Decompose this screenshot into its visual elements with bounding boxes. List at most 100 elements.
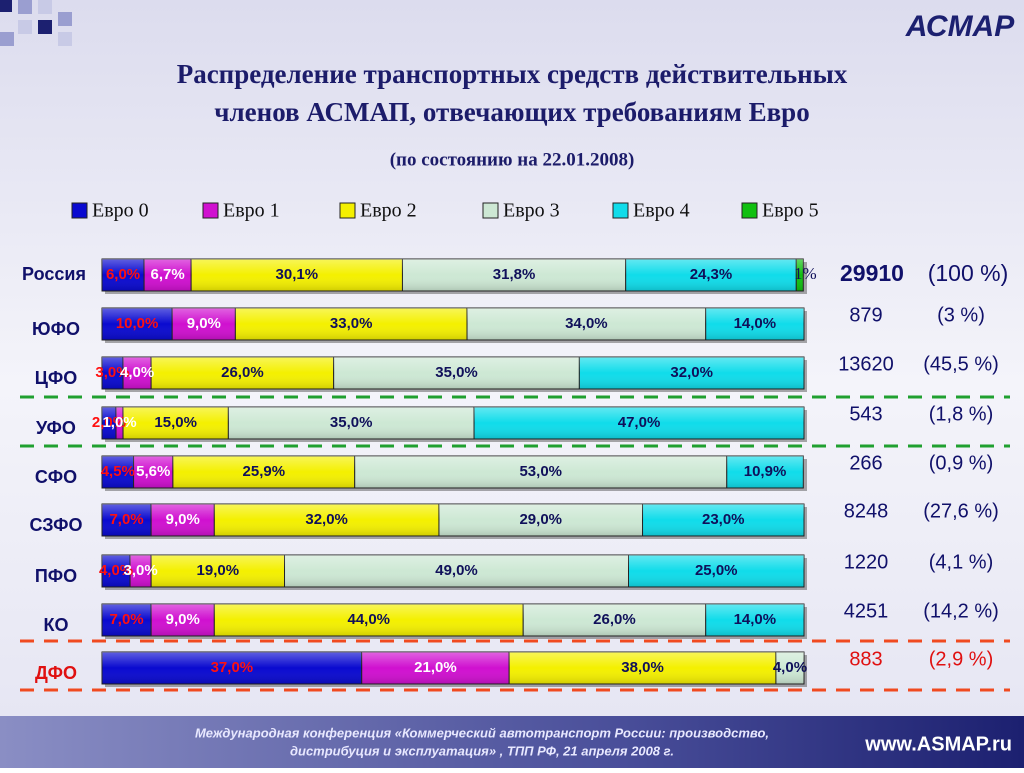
total-share: (100 %) [928,260,1009,286]
data-label: 3,0% [95,364,129,381]
data-label: 6,0% [106,266,140,283]
bar-shine [523,604,706,636]
data-label: 33,0% [330,315,373,332]
data-label: 1,0% [102,414,136,431]
bar-shine [354,456,727,488]
data-label: 23,0% [702,511,745,528]
data-label: 5,6% [136,463,170,480]
bar-shine [474,407,804,439]
total-value: 266 [849,452,882,474]
total-value: 29910 [840,260,904,286]
total-value: 883 [849,648,882,670]
data-label: 38,0% [621,659,664,676]
bar-shine [130,555,152,587]
data-label: 37,0% [211,659,254,676]
legend-swatch [612,202,629,219]
data-label: 4,5% [101,463,135,480]
category-label: КО [44,615,69,635]
bar-shine [102,407,117,439]
total-share: (14,2 %) [923,600,999,622]
dashed-lines [20,395,1010,692]
bar-shine [214,504,439,536]
data-label: 49,0% [435,562,478,579]
data-label: 7,0% [109,511,143,528]
category-label: СФО [35,467,77,487]
legend-swatch [741,202,758,219]
legend-label: Евро 5 [762,200,819,222]
bar-shine [726,456,804,488]
bar-shine [642,504,804,536]
data-label: 24,3% [690,266,733,283]
bar-shine [705,308,804,340]
bar-shine [402,259,626,291]
total-value: 8248 [844,500,889,522]
data-label: 19,0% [197,562,240,579]
bar-shine [438,504,643,536]
legend-swatch [202,202,219,219]
total-share: (2,9 %) [929,648,993,670]
bar-shine [509,652,776,684]
category-label: ЮФО [32,319,80,339]
bar-shine [467,308,706,340]
bar-shine [151,357,334,389]
data-label: 25,9% [243,463,286,480]
footer-text: Международная конференция «Коммерческий … [195,725,769,740]
data-label: 25,0% [695,562,738,579]
data-label: 26,0% [593,611,636,628]
bar-shine [625,259,797,291]
data-label: 26,0% [221,364,264,381]
legend-label: Евро 4 [633,200,690,222]
legend-label: Евро 2 [360,200,417,222]
bar-shine [705,604,804,636]
legend-swatch [482,202,499,219]
total-share: (1,8 %) [929,403,993,425]
chart-subtitle: (по состоянию на 22.01.2008) [390,149,635,170]
data-label: 10,9% [744,463,787,480]
data-label: 4,0% [773,659,807,676]
bar-shine [102,555,131,587]
decor-squares [0,0,72,46]
data-label: 14,0% [734,611,777,628]
data-label: 53,0% [519,463,562,480]
bar-shine [102,504,152,536]
bar-shine [333,357,580,389]
total-value: 13620 [838,353,894,375]
data-label: 7,0% [109,611,143,628]
bar-shine [214,604,524,636]
data-label: 15,0% [154,414,197,431]
footer-band [0,716,1024,768]
bar-shine [228,407,475,439]
bar-shine [775,652,804,684]
total-value: 879 [849,304,882,326]
bar-shine [191,259,403,291]
bar-shine [144,259,192,291]
bar-shine [102,308,173,340]
data-label: 47,0% [618,414,661,431]
data-label: 6,7% [151,266,185,283]
legend-swatch [71,202,88,219]
bar-shine [102,456,134,488]
data-label: 9,0% [166,511,200,528]
bar-shine [796,259,804,291]
data-label: 21,0% [414,659,457,676]
data-label: 3,0% [124,562,158,579]
chart-title: Распределение транспортных средств дейст… [177,59,848,127]
bar-shine [116,407,124,439]
data-label: 10,0% [116,315,159,332]
data-label: 30,1% [276,266,319,283]
footer-site: www.ASMAP.ru [864,733,1012,755]
data-label: 1% [794,264,817,283]
data-label: 35,0% [435,364,478,381]
bar-shine [284,555,629,587]
data-label: 34,0% [565,315,608,332]
legend-label: Евро 1 [223,200,280,222]
bar-shine [102,259,145,291]
data-label: 32,0% [670,364,713,381]
bar-shine [102,652,362,684]
bar-shine [123,407,229,439]
total-value: 1220 [844,551,889,573]
category-label: Россия [22,264,86,284]
data-label: 14,0% [734,315,777,332]
total-share: (45,5 %) [923,353,999,375]
